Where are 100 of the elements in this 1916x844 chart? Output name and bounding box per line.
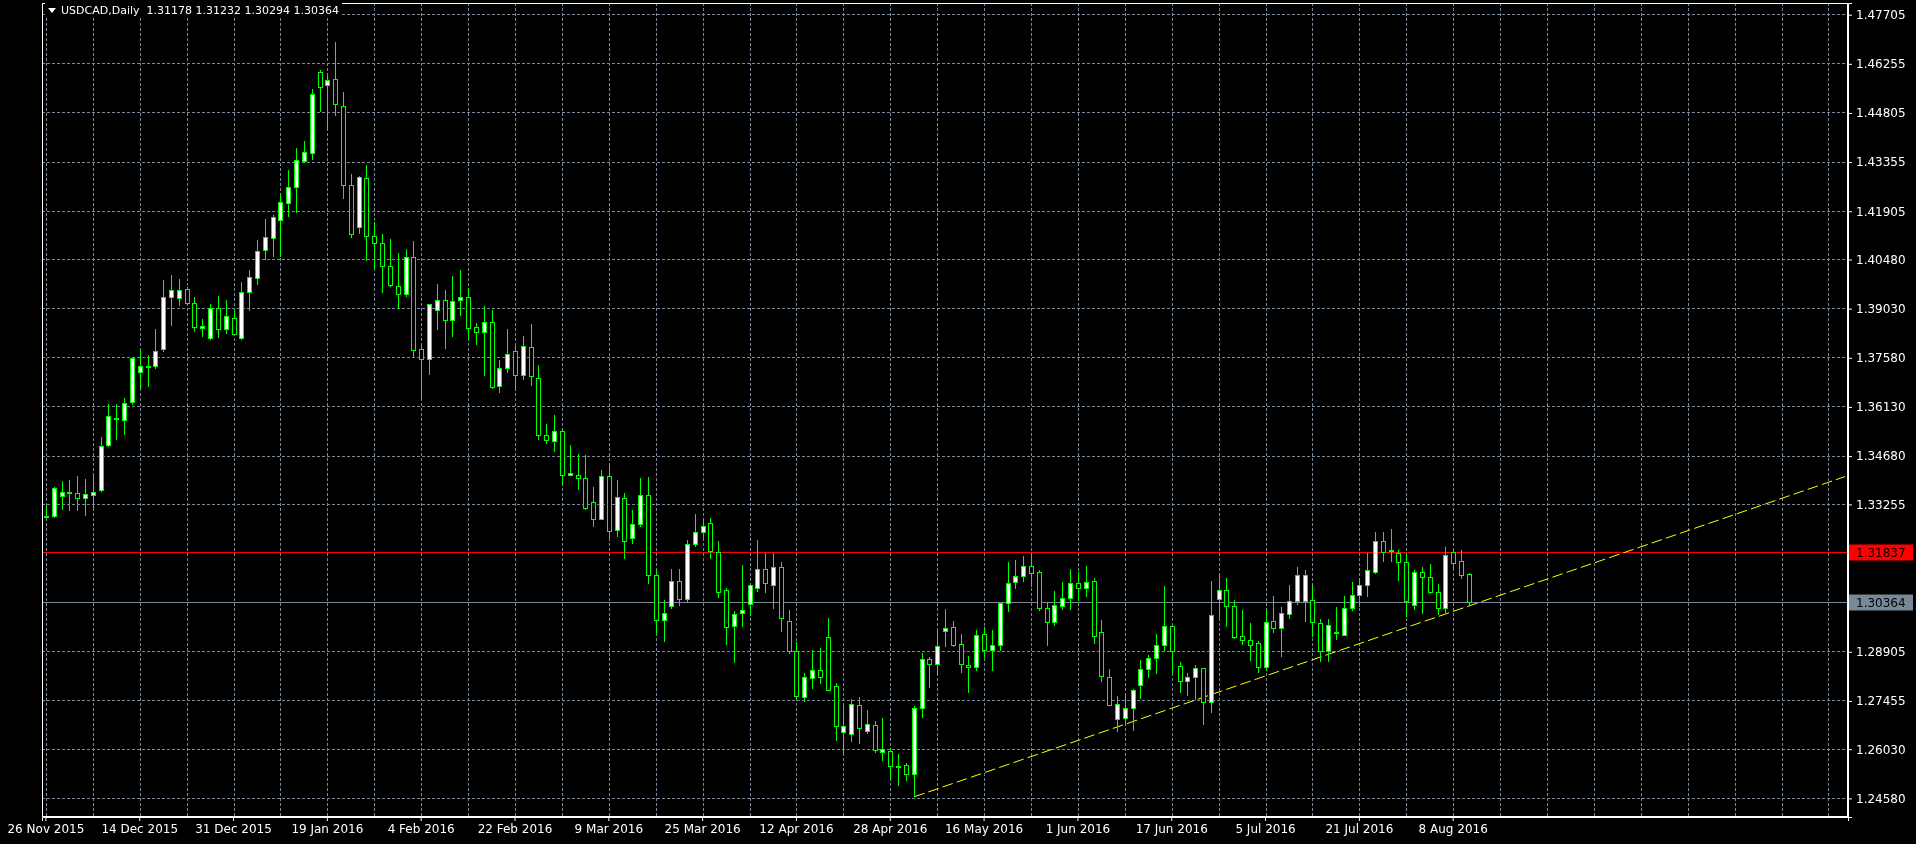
- x-tick-label: 31 Dec 2015: [195, 821, 272, 836]
- candlestick: [1396, 549, 1401, 582]
- candlestick: [443, 289, 448, 350]
- y-tick-label: 1.24580: [1856, 791, 1906, 806]
- candlestick: [935, 630, 940, 676]
- x-tick-label: 22 Feb 2016: [477, 821, 553, 836]
- candlestick: [1029, 552, 1034, 588]
- candlestick: [450, 275, 455, 338]
- candlestick: [966, 655, 971, 694]
- candlestick: [153, 328, 158, 370]
- candlestick: [146, 354, 151, 388]
- candlestick: [169, 274, 174, 327]
- x-tick-label: 17 Jun 2016: [1135, 821, 1208, 836]
- candlestick: [1420, 566, 1425, 615]
- candlestick: [435, 283, 440, 331]
- candlestick: [325, 74, 330, 132]
- y-tick-label: 1.31837: [1856, 545, 1906, 560]
- y-tick-label: 1.46255: [1856, 57, 1906, 72]
- candlestick: [75, 475, 80, 512]
- chart-title: USDCAD,Daily 1.31178 1.31232 1.30294 1.30364: [61, 4, 339, 17]
- candlestick: [263, 218, 268, 261]
- candlestick: [1334, 606, 1339, 641]
- candlestick: [802, 672, 807, 703]
- candlestick: [497, 359, 502, 394]
- y-tick-label: 1.30364: [1856, 595, 1906, 610]
- candlestick: [857, 696, 862, 745]
- candlestick: [247, 269, 252, 312]
- y-tick-label: 1.43355: [1856, 155, 1906, 170]
- candlestick: [278, 192, 283, 258]
- candlestick: [1068, 568, 1073, 611]
- candlestick: [576, 453, 581, 491]
- y-tick-label: 1.41905: [1856, 204, 1906, 219]
- x-tick-label: 4 Feb 2016: [387, 821, 455, 836]
- candlestick: [388, 238, 393, 288]
- candlestick: [1045, 602, 1050, 647]
- candlestick: [763, 552, 768, 594]
- candlestick: [286, 169, 291, 218]
- y-tick-label: 1.40480: [1856, 252, 1906, 267]
- candlestick: [1021, 555, 1026, 583]
- candlestick: [1389, 528, 1394, 563]
- candlestick: [1428, 563, 1433, 595]
- candlestick: [67, 479, 72, 512]
- y-tick-label: 1.47705: [1856, 8, 1906, 23]
- x-tick-label: 14 Dec 2015: [101, 821, 179, 836]
- candlestick: [122, 397, 127, 436]
- candlestick: [1436, 583, 1441, 616]
- candlestick: [748, 582, 753, 617]
- y-tick-label: 1.28905: [1856, 645, 1906, 660]
- candlestick: [740, 564, 745, 628]
- candlestick: [888, 747, 893, 781]
- candlestick: [568, 444, 573, 477]
- candlestick: [544, 423, 549, 445]
- y-tick-label: 1.39030: [1856, 302, 1906, 317]
- candlestick: [177, 278, 182, 307]
- candlestick: [1084, 565, 1089, 598]
- candlestick: [83, 478, 88, 517]
- candlestick: [943, 608, 948, 648]
- candlestick: [1217, 572, 1222, 619]
- y-tick-label: 1.34680: [1856, 449, 1906, 464]
- x-tick-label: 28 Apr 2016: [853, 821, 928, 836]
- candlestick: [138, 349, 143, 390]
- y-tick-label: 1.44805: [1856, 106, 1906, 121]
- candlestick: [1310, 584, 1315, 638]
- candlestick: [630, 509, 635, 545]
- candlestick: [662, 599, 667, 643]
- candlestick: [959, 633, 964, 674]
- candlestick: [396, 252, 401, 310]
- candlestick: [1178, 661, 1183, 694]
- candlestick: [990, 629, 995, 672]
- candlestick: [114, 403, 119, 441]
- candlestick: [1459, 549, 1464, 580]
- candlestick: [1138, 659, 1143, 700]
- candlestick: [224, 299, 229, 335]
- candlestick: [232, 309, 237, 337]
- candlestick: [1224, 577, 1229, 628]
- candlestick: [880, 717, 885, 762]
- candlestick: [755, 539, 760, 593]
- candlestick: [302, 140, 307, 164]
- candlestick: [185, 286, 190, 307]
- candlestick: [1123, 692, 1128, 726]
- candlestick: [1365, 552, 1370, 598]
- candlestick: [1248, 623, 1253, 662]
- candlestick: [552, 414, 557, 453]
- candlestick: [200, 318, 205, 338]
- candlestick: [677, 568, 682, 607]
- candlestick: [1162, 585, 1167, 652]
- y-tick-label: 1.27455: [1856, 694, 1906, 709]
- candlestick: [474, 322, 479, 346]
- x-tick-label: 8 Aug 2016: [1418, 821, 1488, 836]
- candlestick: [1052, 590, 1057, 627]
- candlestick: [1076, 571, 1081, 602]
- candlestick: [951, 620, 956, 648]
- y-tick-label: 1.37580: [1856, 351, 1906, 366]
- candlestick: [419, 344, 424, 401]
- x-tick-label: 19 Jan 2016: [291, 821, 364, 836]
- candlestick: [1451, 549, 1456, 570]
- candlestick: [505, 328, 510, 374]
- candlestick: [771, 552, 776, 610]
- y-tick-label: 1.26030: [1856, 742, 1906, 757]
- candlestick: [1060, 581, 1065, 611]
